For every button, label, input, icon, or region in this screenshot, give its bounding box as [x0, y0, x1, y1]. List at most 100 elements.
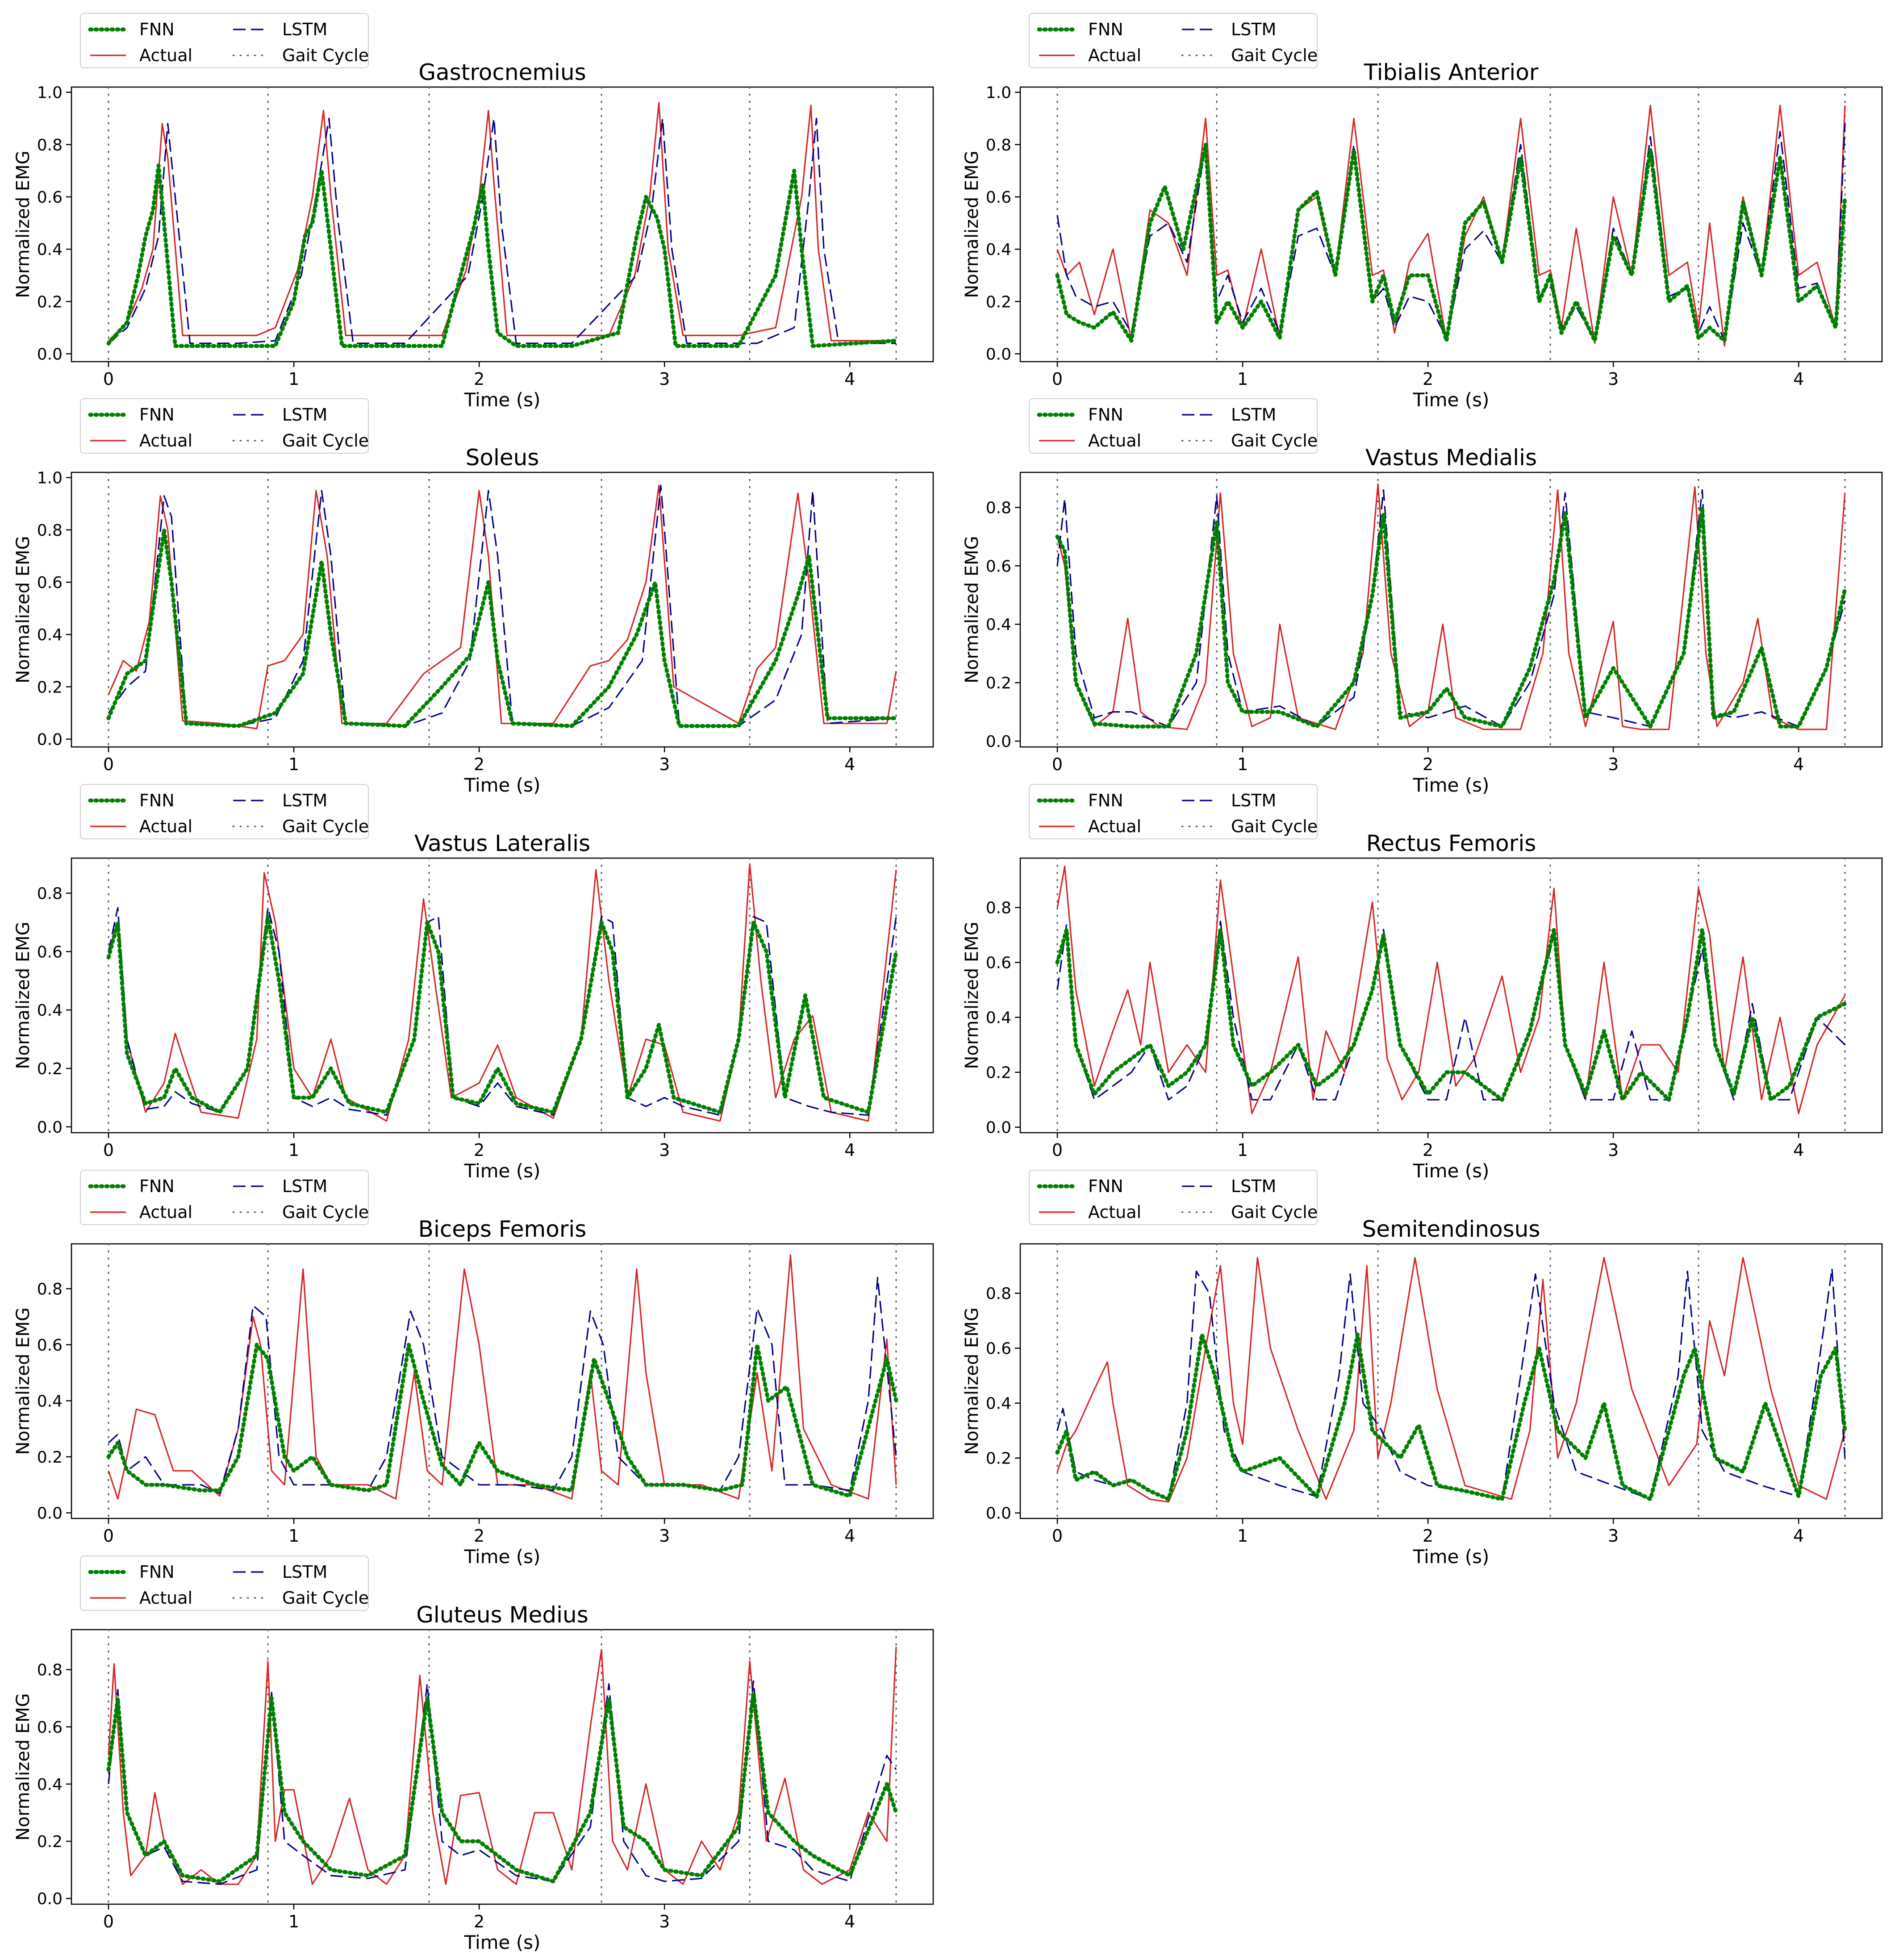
x-axis-label: Time (s) — [464, 1931, 541, 1953]
y-tick-label: 0.0 — [37, 345, 63, 363]
legend-label-gait: Gait Cycle — [282, 817, 369, 836]
x-tick-label: 2 — [1423, 1526, 1433, 1546]
legend-label-fnn: FNN — [139, 1562, 175, 1582]
y-tick-label: 0.4 — [37, 1392, 63, 1410]
series-line-fnn — [106, 1690, 898, 1884]
x-tick-label: 3 — [659, 1912, 670, 1931]
series-line-fnn — [106, 914, 898, 1114]
y-axis-label: Normalized EMG — [962, 150, 982, 298]
y-axis-label: Normalized EMG — [13, 536, 33, 683]
series-line-lstm — [108, 1680, 897, 1885]
series-line-lstm — [108, 1276, 897, 1494]
x-tick-label: 4 — [844, 369, 855, 389]
x-tick-label: 0 — [103, 1526, 114, 1546]
legend-box — [80, 398, 369, 454]
x-tick-label: 3 — [659, 1526, 670, 1546]
y-tick-label: 0.4 — [37, 626, 63, 644]
legend: FNN LSTM Actual Gait Cycle — [80, 13, 369, 68]
series-line-fnn — [106, 163, 898, 348]
x-tick-label: 2 — [1423, 1140, 1433, 1160]
legend-label-actual: Actual — [1088, 46, 1141, 65]
y-tick-label: 0.6 — [37, 574, 63, 592]
legend-label-gait: Gait Cycle — [282, 46, 369, 65]
legend-label-actual: Actual — [139, 431, 192, 450]
x-tick-label: 1 — [1237, 369, 1248, 389]
y-tick-label: 0.8 — [986, 136, 1011, 154]
x-axis-label: Time (s) — [1413, 389, 1490, 411]
legend-label-gait: Gait Cycle — [1231, 817, 1318, 836]
x-tick-label: 4 — [844, 1526, 855, 1546]
y-tick-label: 0.8 — [37, 136, 63, 154]
y-axis-label: Normalized EMG — [962, 922, 982, 1069]
legend: FNN LSTM Actual Gait Cycle — [1029, 784, 1318, 839]
x-tick-label: 0 — [1052, 1526, 1063, 1546]
legend-label-lstm: LSTM — [282, 1562, 327, 1582]
x-tick-label: 1 — [288, 1140, 299, 1160]
x-tick-label: 3 — [1608, 1140, 1619, 1160]
legend-box — [80, 784, 369, 839]
emg-panel-4: 0 1 2 3 4 0.0 0.2 0.4 0.6 0.8 Time (s) Normalized E… — [13, 784, 934, 1182]
legend-label-actual: Actual — [1088, 1202, 1141, 1222]
y-tick-label: 0.2 — [986, 674, 1011, 692]
series-line-lstm — [1056, 489, 1846, 727]
x-tick-label: 0 — [1052, 1140, 1063, 1160]
legend-box — [1029, 13, 1318, 68]
legend: FNN LSTM Actual Gait Cycle — [1029, 1170, 1318, 1225]
y-tick-label: 0.2 — [37, 1448, 63, 1467]
series-line-fnn — [106, 528, 898, 728]
series-line-fnn — [1055, 927, 1847, 1102]
legend-label-fnn: FNN — [139, 791, 175, 810]
legend: FNN LSTM Actual Gait Cycle — [80, 784, 369, 839]
y-tick-label: 1.0 — [986, 84, 1011, 102]
y-axis-label: Normalized EMG — [962, 536, 982, 683]
legend-label-fnn: FNN — [1088, 791, 1123, 810]
y-tick-label: 0.8 — [37, 521, 63, 540]
y-tick-label: 0.6 — [986, 954, 1011, 972]
legend-label-fnn: FNN — [139, 20, 175, 39]
panel-title: Gastrocnemius — [418, 59, 586, 85]
x-tick-label: 1 — [288, 369, 299, 389]
emg-panel-2: 0 1 2 3 4 0.0 0.2 0.4 0.6 0.8 1.0 Time (s) Normalize… — [13, 398, 934, 796]
y-tick-label: 0.2 — [986, 1450, 1011, 1468]
y-tick-label: 0.0 — [986, 1505, 1011, 1523]
legend-label-fnn: FNN — [1088, 20, 1123, 39]
panel-title: Semitendinosus — [1362, 1216, 1540, 1242]
legend-label-gait: Gait Cycle — [282, 431, 369, 450]
y-tick-label: 0.8 — [986, 499, 1011, 517]
y-axis-label: Normalized EMG — [13, 1693, 33, 1840]
legend-label-gait: Gait Cycle — [1231, 46, 1318, 65]
legend-label-gait: Gait Cycle — [282, 1588, 369, 1608]
y-tick-label: 0.0 — [37, 1118, 63, 1137]
x-tick-label: 4 — [1793, 755, 1804, 774]
legend-label-fnn: FNN — [139, 405, 175, 425]
legend-label-gait: Gait Cycle — [1231, 1202, 1318, 1222]
legend-label-lstm: LSTM — [1231, 405, 1276, 425]
plot-frame — [71, 471, 934, 748]
x-tick-label: 0 — [103, 1912, 114, 1931]
x-tick-label: 2 — [474, 1912, 484, 1931]
x-tick-label: 4 — [1793, 1140, 1804, 1160]
legend-box — [80, 13, 369, 68]
series-line-lstm — [108, 907, 897, 1116]
x-axis-label: Time (s) — [464, 1160, 541, 1182]
legend-label-lstm: LSTM — [1231, 791, 1276, 810]
x-tick-label: 4 — [1793, 1526, 1804, 1546]
x-tick-label: 1 — [1237, 755, 1248, 774]
emg-panel-0: 0 1 2 3 4 0.0 0.2 0.4 0.6 0.8 1.0 Time (s) Normalize… — [13, 13, 934, 411]
x-axis-label: Time (s) — [1413, 1160, 1490, 1182]
x-axis-label: Time (s) — [464, 774, 541, 796]
legend: FNN LSTM Actual Gait Cycle — [80, 1555, 369, 1611]
y-tick-label: 0.4 — [986, 241, 1011, 259]
y-axis-label: Normalized EMG — [13, 1307, 33, 1455]
panel-title: Biceps Femoris — [418, 1216, 587, 1242]
y-tick-label: 0.0 — [37, 1504, 63, 1522]
emg-panel-5: 0 1 2 3 4 0.0 0.2 0.4 0.6 0.8 Time (s) Normalized E… — [962, 784, 1883, 1182]
x-tick-label: 3 — [659, 755, 670, 774]
legend-box — [1029, 1170, 1318, 1225]
y-tick-label: 0.2 — [986, 293, 1011, 311]
y-tick-label: 0.0 — [37, 1890, 63, 1908]
x-tick-label: 2 — [474, 369, 484, 389]
legend-label-lstm: LSTM — [1231, 1176, 1276, 1196]
x-tick-label: 2 — [1423, 369, 1433, 389]
series-line-actual — [108, 484, 897, 730]
